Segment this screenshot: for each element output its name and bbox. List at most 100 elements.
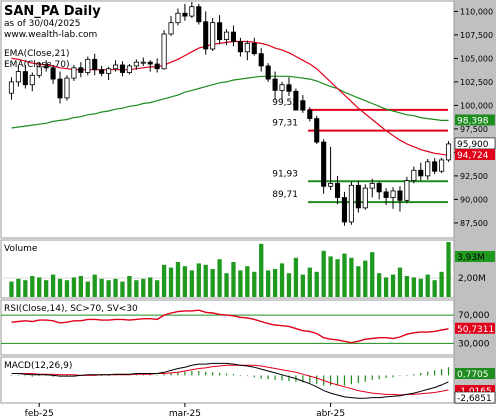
ema21-line: [11, 40, 449, 156]
candle-body: [334, 183, 341, 198]
volume-bar: [148, 277, 153, 297]
macd-marker-box: [455, 385, 495, 396]
volume-bar: [189, 270, 194, 297]
macd-hist-bar: [163, 374, 165, 376]
support-resistance-levels: 99,52 97,31 91,93 89,71: [272, 98, 448, 204]
candle-body: [265, 65, 271, 80]
level-label: 99,52: [272, 98, 298, 108]
volume-bar: [224, 273, 229, 297]
x-tick-label: feb-25: [25, 409, 54, 419]
price-marker-box: [454, 137, 496, 150]
candlestick-series: [8, 2, 452, 226]
legend-ema70: EMA(Close,70): [4, 60, 69, 70]
macd-hist-bar: [288, 375, 290, 382]
candle-body: [71, 67, 77, 79]
volume-bar: [99, 278, 104, 297]
macd-hist-bar: [281, 375, 283, 381]
candle-body: [106, 68, 112, 74]
candle-body: [307, 109, 313, 119]
macd-hist-bar: [107, 375, 110, 377]
macd-panel[interactable]: MACD(12,26,9) 0,7705-1,0165-2,6851: [0, 356, 496, 404]
macd-hist-bar: [302, 375, 304, 383]
price-tick-label: 87,500: [460, 219, 488, 228]
volume-bar: [85, 281, 90, 297]
candle-body: [147, 61, 153, 65]
macd-hist-bar: [364, 375, 366, 382]
candle-body: [119, 64, 126, 73]
volume-bar: [23, 280, 28, 297]
macd-hist-bar: [434, 370, 436, 376]
macd-hist-bar: [350, 375, 353, 385]
macd-hist-bar: [225, 373, 228, 376]
volume-bar: [328, 256, 333, 297]
candle-body: [210, 22, 216, 50]
macd-hist-bar: [406, 375, 408, 377]
volume-tick: 2,00M: [458, 274, 486, 284]
candle-body: [376, 183, 382, 193]
rsi-panel[interactable]: RSI(Close,14), SC>70, SV<30 70,000 30,00…: [0, 299, 495, 356]
macd-hist-bar: [246, 375, 248, 377]
macd-marker-label: -2,6851: [457, 394, 492, 404]
candle-body: [411, 169, 417, 181]
volume-bar: [439, 271, 444, 297]
candle-body: [362, 187, 368, 209]
volume-bar: [231, 262, 236, 297]
candle-body: [50, 67, 56, 80]
macd-hist-bar: [149, 374, 151, 376]
volume-bar: [141, 278, 146, 297]
volume-bar: [210, 269, 215, 297]
macd-hist-bar: [392, 375, 394, 378]
volume-bar: [404, 276, 410, 297]
candle-body: [57, 78, 63, 99]
price-panel[interactable]: 99,52 97,31 91,93 89,71 110,000 107,500 105,0…: [0, 0, 496, 239]
candle-body: [286, 84, 292, 92]
macd-hist-bar: [343, 375, 346, 386]
volume-bar: [321, 250, 326, 297]
price-tick-label: 90,000: [460, 195, 488, 204]
macd-hist-bar: [385, 375, 387, 378]
volume-panel[interactable]: Volume 2,00M 3,93M: [0, 239, 495, 299]
candle-body: [258, 53, 264, 67]
candle-body: [425, 161, 431, 177]
macd-hist-bar: [267, 375, 269, 380]
candle-body: [15, 71, 21, 83]
price-tick-label: 102,500: [460, 78, 493, 87]
volume-bar: [446, 241, 451, 297]
candle-body: [439, 159, 445, 172]
macd-hist-bar: [447, 367, 450, 376]
macd-hist-bar: [156, 375, 158, 377]
macd-value-markers: 0,7705-1,0165-2,6851: [454, 368, 496, 404]
candle-body: [133, 61, 139, 67]
candle-body: [445, 143, 452, 161]
candle-body: [293, 90, 299, 111]
rsi-tick-70: 70,000: [458, 311, 490, 321]
volume-bar: [161, 264, 167, 297]
candle-body: [390, 190, 396, 198]
price-marker-label: 98,398: [457, 116, 489, 126]
candle-body: [418, 169, 424, 177]
volume-bar: [252, 271, 257, 297]
volume-bar: [50, 274, 56, 297]
volume-bar: [314, 271, 319, 297]
macd-hist-bar: [198, 371, 200, 376]
macd-hist-bar: [38, 375, 40, 377]
candle-body: [341, 197, 348, 223]
volume-bar: [217, 259, 222, 297]
candle-body: [140, 61, 146, 64]
volume-bar: [78, 276, 83, 297]
candle-body: [251, 42, 257, 55]
macd-hist-bar: [135, 374, 137, 376]
volume-bar: [57, 278, 63, 297]
volume-bar: [259, 243, 264, 297]
volume-bar: [370, 252, 375, 297]
price-tick-label: 92,500: [460, 172, 488, 181]
candle-body: [314, 118, 320, 143]
candle-body: [217, 22, 223, 41]
volume-bar: [293, 257, 299, 297]
volume-bar: [286, 273, 292, 297]
candle-body: [99, 69, 105, 74]
candle-body: [64, 77, 70, 99]
volume-bar: [155, 280, 160, 297]
x-axis: feb-25 mar-25 abr-25: [25, 403, 345, 419]
